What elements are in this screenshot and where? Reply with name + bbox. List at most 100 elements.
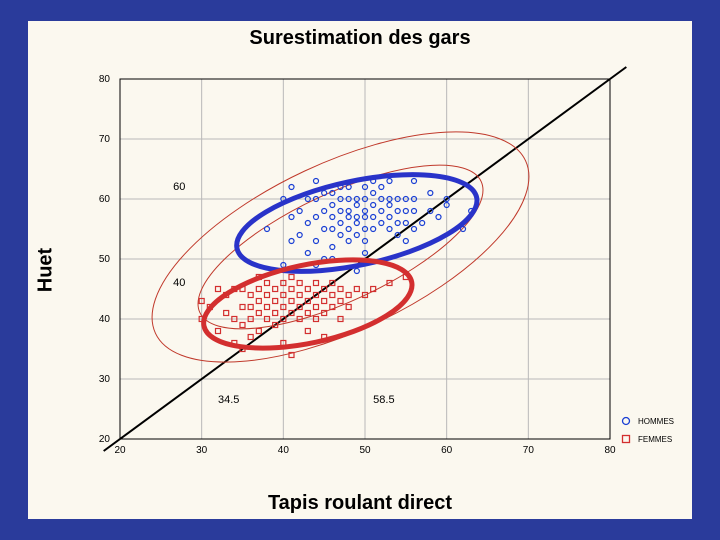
data-point: [224, 311, 229, 316]
data-point: [297, 281, 302, 286]
confidence-ellipse: [120, 85, 561, 410]
data-point: [387, 215, 392, 220]
annotation-label: 40: [173, 277, 185, 289]
annotation-label: 34.5: [218, 394, 239, 406]
data-point: [330, 245, 335, 250]
data-point: [346, 293, 351, 298]
data-point: [305, 329, 310, 334]
data-point: [289, 185, 294, 190]
data-point: [314, 215, 319, 220]
data-point: [289, 239, 294, 244]
data-point: [387, 179, 392, 184]
data-point: [354, 233, 359, 238]
legend-label: FEMMES: [638, 435, 672, 444]
data-point: [314, 179, 319, 184]
data-point: [289, 215, 294, 220]
data-point: [297, 233, 302, 238]
data-point: [379, 221, 384, 226]
data-point: [314, 305, 319, 310]
data-point: [330, 227, 335, 232]
data-point: [273, 287, 278, 292]
data-point: [289, 299, 294, 304]
data-point: [371, 191, 376, 196]
data-point: [305, 287, 310, 292]
data-point: [412, 227, 417, 232]
data-point: [330, 215, 335, 220]
data-point: [403, 221, 408, 226]
data-point: [265, 227, 270, 232]
data-point: [338, 287, 343, 292]
annotation-label: 58.5: [373, 394, 394, 406]
data-point: [395, 209, 400, 214]
x-tick-label: 40: [278, 445, 290, 456]
data-point: [403, 209, 408, 214]
data-point: [371, 203, 376, 208]
data-point: [428, 191, 433, 196]
data-point: [265, 293, 270, 298]
data-point: [289, 287, 294, 292]
y-tick-label: 30: [99, 374, 111, 385]
data-point: [322, 209, 327, 214]
data-point: [297, 209, 302, 214]
annotation-label: 60: [173, 181, 185, 193]
data-point: [314, 281, 319, 286]
y-tick-label: 60: [99, 194, 111, 205]
y-tick-label: 20: [99, 434, 111, 445]
data-point: [305, 251, 310, 256]
x-tick-label: 20: [114, 445, 126, 456]
data-point: [330, 203, 335, 208]
data-point: [412, 209, 417, 214]
y-tick-label: 40: [99, 314, 111, 325]
data-point: [216, 329, 221, 334]
legend-label: HOMMES: [638, 417, 674, 426]
data-point: [256, 299, 261, 304]
data-point: [354, 215, 359, 220]
data-point: [354, 203, 359, 208]
data-point: [436, 215, 441, 220]
data-point: [420, 221, 425, 226]
data-point: [265, 305, 270, 310]
data-point: [379, 185, 384, 190]
data-point: [330, 293, 335, 298]
data-point: [289, 275, 294, 280]
outer-frame: Surestimation des gars Huet Tapis roulan…: [0, 0, 720, 540]
data-point: [305, 311, 310, 316]
data-point: [273, 311, 278, 316]
data-point: [256, 311, 261, 316]
data-point: [314, 239, 319, 244]
data-point: [256, 329, 261, 334]
data-point: [322, 299, 327, 304]
data-point: [354, 221, 359, 226]
data-point: [379, 209, 384, 214]
data-point: [240, 323, 245, 328]
data-point: [216, 287, 221, 292]
data-point: [371, 215, 376, 220]
legend-marker: [623, 418, 630, 425]
data-point: [354, 287, 359, 292]
x-tick-label: 80: [604, 445, 616, 456]
data-point: [346, 227, 351, 232]
x-tick-label: 30: [196, 445, 208, 456]
data-point: [256, 287, 261, 292]
chart-svg: 2030405060708020304050607080604034.558.5…: [28, 21, 692, 519]
x-tick-label: 50: [359, 445, 371, 456]
data-point: [248, 293, 253, 298]
chart-card: Surestimation des gars Huet Tapis roulan…: [28, 21, 692, 519]
x-tick-label: 70: [523, 445, 535, 456]
x-tick-label: 60: [441, 445, 453, 456]
data-point: [395, 221, 400, 226]
data-point: [403, 239, 408, 244]
data-point: [371, 227, 376, 232]
data-point: [412, 179, 417, 184]
data-point: [338, 209, 343, 214]
data-point: [346, 209, 351, 214]
data-point: [248, 305, 253, 310]
data-point: [346, 305, 351, 310]
data-point: [322, 227, 327, 232]
data-point: [305, 221, 310, 226]
data-point: [265, 281, 270, 286]
data-point: [338, 221, 343, 226]
data-point: [248, 335, 253, 340]
y-tick-label: 50: [99, 254, 111, 265]
data-point: [240, 305, 245, 310]
